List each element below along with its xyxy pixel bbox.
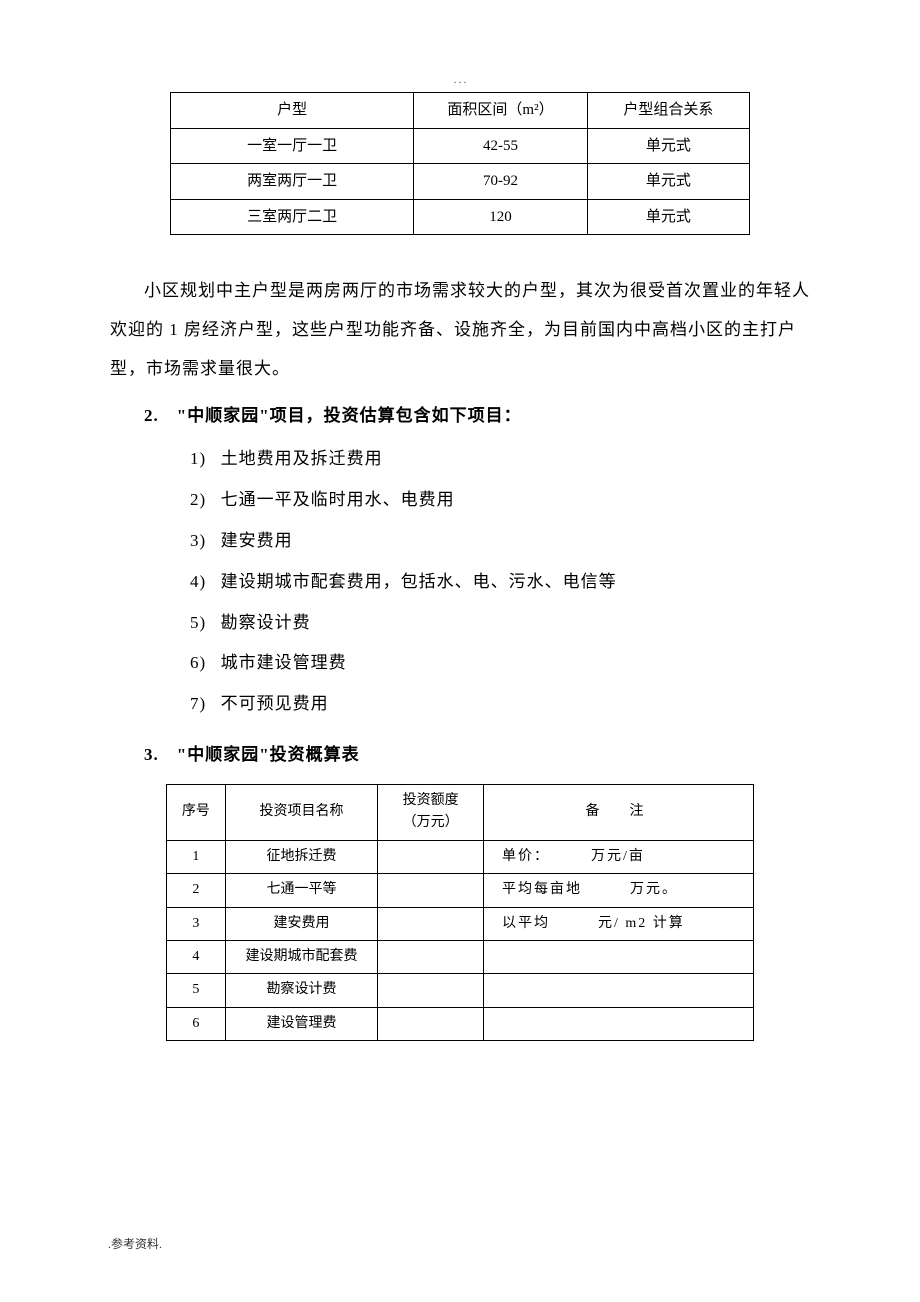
- cell-area: 120: [414, 199, 588, 235]
- table-row: 1 征地拆迁费 单价： 万元/亩: [167, 840, 754, 873]
- list-num: 7): [190, 684, 221, 725]
- cell-note: 平均每亩地 万元。: [483, 874, 753, 907]
- list-text: 七通一平及临时用水、电费用: [221, 490, 455, 509]
- section2-heading: 2. "中顺家园"项目，投资估算包含如下项目：: [144, 396, 810, 435]
- cell-name: 建安费用: [225, 907, 378, 940]
- cell-no: 3: [167, 907, 226, 940]
- cell-note: [483, 941, 753, 974]
- cell-amount: [378, 874, 484, 907]
- list-num: 4): [190, 562, 221, 603]
- table-row: 两室两厅一卫 70-92 单元式: [171, 164, 750, 200]
- section3-heading: 3. "中顺家园"投资概算表: [144, 735, 810, 774]
- col-header-name: 投资项目名称: [225, 785, 378, 841]
- investment-budget-table: 序号 投资项目名称 投资额度（万元） 备 注 1 征地拆迁费 单价： 万元/亩 …: [166, 784, 754, 1041]
- cell-name: 征地拆迁费: [225, 840, 378, 873]
- cell-name: 建设管理费: [225, 1007, 378, 1040]
- table-header-row: 户型 面积区间（m²） 户型组合关系: [171, 93, 750, 129]
- list-text: 城市建设管理费: [221, 653, 347, 672]
- cell-no: 1: [167, 840, 226, 873]
- paragraph-description: 小区规划中主户型是两房两厅的市场需求较大的户型，其次为很受首次置业的年轻人欢迎的…: [110, 271, 810, 388]
- col-header-area: 面积区间（m²）: [414, 93, 588, 129]
- list-text: 土地费用及拆迁费用: [221, 449, 383, 468]
- list-text: 不可预见费用: [221, 694, 329, 713]
- cell-amount: [378, 941, 484, 974]
- cell-relation: 单元式: [587, 164, 749, 200]
- col-header-amount: 投资额度（万元）: [378, 785, 484, 841]
- cell-no: 6: [167, 1007, 226, 1040]
- list-num: 5): [190, 603, 221, 644]
- list-text: 建安费用: [221, 531, 293, 550]
- table-row: 一室一厅一卫 42-55 单元式: [171, 128, 750, 164]
- table-header-row: 序号 投资项目名称 投资额度（万元） 备 注: [167, 785, 754, 841]
- cell-name: 建设期城市配套费: [225, 941, 378, 974]
- table-row: 4 建设期城市配套费: [167, 941, 754, 974]
- list-item: 4)建设期城市配套费用，包括水、电、污水、电信等: [190, 562, 810, 603]
- cell-no: 4: [167, 941, 226, 974]
- cell-note: 单价： 万元/亩: [483, 840, 753, 873]
- cell-no: 5: [167, 974, 226, 1007]
- cell-note: [483, 1007, 753, 1040]
- cell-area: 70-92: [414, 164, 588, 200]
- table-row: 6 建设管理费: [167, 1007, 754, 1040]
- list-num: 1): [190, 439, 221, 480]
- list-item: 1)土地费用及拆迁费用: [190, 439, 810, 480]
- list-item: 7)不可预见费用: [190, 684, 810, 725]
- header-ellipsis: . . .: [110, 75, 810, 86]
- list-text: 建设期城市配套费用，包括水、电、污水、电信等: [221, 572, 617, 591]
- list-num: 2): [190, 480, 221, 521]
- list-item: 2)七通一平及临时用水、电费用: [190, 480, 810, 521]
- cell-type: 两室两厅一卫: [171, 164, 414, 200]
- footer-reference: .参考资料.: [108, 1235, 162, 1252]
- cell-amount: [378, 840, 484, 873]
- table-row: 5 勘察设计费: [167, 974, 754, 1007]
- cell-type: 三室两厅二卫: [171, 199, 414, 235]
- col-header-no: 序号: [167, 785, 226, 841]
- investment-items-list: 1)土地费用及拆迁费用 2)七通一平及临时用水、电费用 3)建安费用 4)建设期…: [190, 439, 810, 725]
- table-row: 2 七通一平等 平均每亩地 万元。: [167, 874, 754, 907]
- cell-area: 42-55: [414, 128, 588, 164]
- cell-note: [483, 974, 753, 1007]
- cell-amount: [378, 1007, 484, 1040]
- list-item: 3)建安费用: [190, 521, 810, 562]
- col-header-type: 户型: [171, 93, 414, 129]
- list-num: 3): [190, 521, 221, 562]
- list-item: 6)城市建设管理费: [190, 643, 810, 684]
- cell-name: 七通一平等: [225, 874, 378, 907]
- table-row: 三室两厅二卫 120 单元式: [171, 199, 750, 235]
- cell-relation: 单元式: [587, 128, 749, 164]
- cell-name: 勘察设计费: [225, 974, 378, 1007]
- col-header-note: 备 注: [483, 785, 753, 841]
- cell-type: 一室一厅一卫: [171, 128, 414, 164]
- table-row: 3 建安费用 以平均 元/ m2 计算: [167, 907, 754, 940]
- col-header-relation: 户型组合关系: [587, 93, 749, 129]
- cell-amount: [378, 974, 484, 1007]
- cell-no: 2: [167, 874, 226, 907]
- unit-type-table: 户型 面积区间（m²） 户型组合关系 一室一厅一卫 42-55 单元式 两室两厅…: [170, 92, 750, 235]
- list-text: 勘察设计费: [221, 613, 311, 632]
- cell-relation: 单元式: [587, 199, 749, 235]
- list-num: 6): [190, 643, 221, 684]
- cell-note: 以平均 元/ m2 计算: [483, 907, 753, 940]
- cell-amount: [378, 907, 484, 940]
- list-item: 5)勘察设计费: [190, 603, 810, 644]
